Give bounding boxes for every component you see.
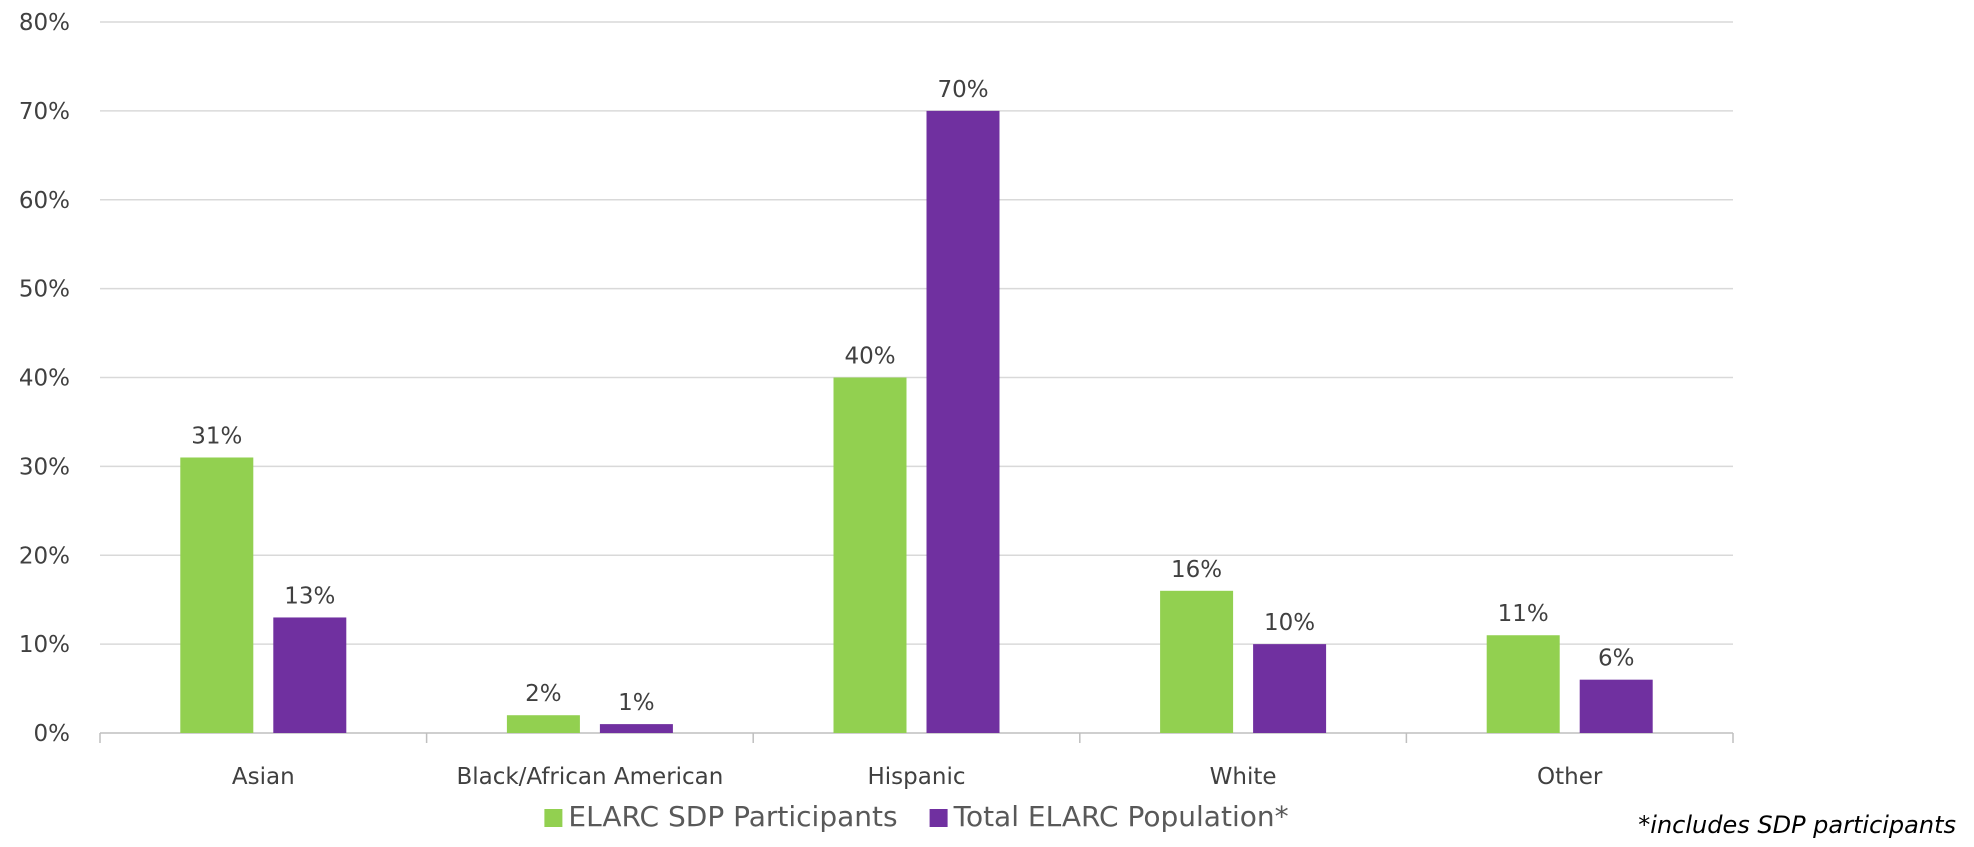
legend-item: ELARC SDP Participants — [544, 800, 898, 833]
y-tick-label: 10% — [19, 632, 70, 658]
data-label: 1% — [618, 690, 655, 716]
bar — [506, 715, 580, 733]
bar — [1486, 635, 1560, 733]
bar — [273, 617, 347, 733]
data-labels: 31% 13% 2% 1% 40% 70% 16% 10% 11% 6% — [191, 77, 1634, 716]
x-category-label: Hispanic — [868, 764, 966, 790]
y-tick-label: 80% — [19, 10, 70, 36]
x-axis — [99, 732, 1734, 743]
legend-item: Total ELARC Population* — [929, 800, 1289, 833]
gridlines — [100, 21, 1733, 645]
y-tick-label: 70% — [19, 99, 70, 125]
y-tick-label: 60% — [19, 188, 70, 214]
y-axis-tick-labels: 0% 10% 20% 30% 40% 50% 60% 70% 80% — [19, 10, 70, 747]
y-tick-label: 50% — [19, 277, 70, 303]
bar — [180, 457, 254, 733]
legend-swatch — [544, 809, 563, 827]
bar — [1253, 644, 1327, 733]
x-category-label: Other — [1537, 764, 1603, 790]
y-tick-label: 40% — [19, 366, 70, 392]
legend-label: Total ELARC Population* — [953, 800, 1289, 833]
data-label: 13% — [284, 583, 335, 609]
legend: ELARC SDP Participants Total ELARC Popula… — [544, 800, 1289, 833]
bar — [926, 110, 1000, 733]
bar — [1579, 679, 1653, 733]
bar — [599, 724, 673, 733]
y-tick-label: 30% — [19, 454, 70, 480]
data-label: 6% — [1598, 646, 1635, 672]
data-label: 40% — [844, 344, 895, 370]
x-category-label: Black/African American — [456, 764, 723, 790]
data-label: 31% — [191, 423, 242, 449]
data-label: 2% — [525, 681, 562, 707]
x-category-label: White — [1210, 764, 1277, 790]
bar — [1160, 590, 1234, 733]
data-label: 16% — [1171, 557, 1222, 583]
bars — [180, 110, 1653, 733]
x-axis-category-labels: Asian Black/African American Hispanic White… — [232, 764, 1603, 790]
legend-label: ELARC SDP Participants — [568, 800, 897, 833]
x-category-label: Asian — [232, 764, 295, 790]
y-tick-label: 20% — [19, 543, 70, 569]
legend-swatch — [929, 809, 948, 827]
bar — [833, 377, 907, 733]
footnote: *includes SDP participants — [1638, 811, 1956, 839]
data-label: 11% — [1498, 601, 1549, 627]
y-tick-label: 0% — [34, 721, 71, 747]
data-label: 10% — [1264, 610, 1315, 636]
data-label: 70% — [937, 77, 988, 103]
